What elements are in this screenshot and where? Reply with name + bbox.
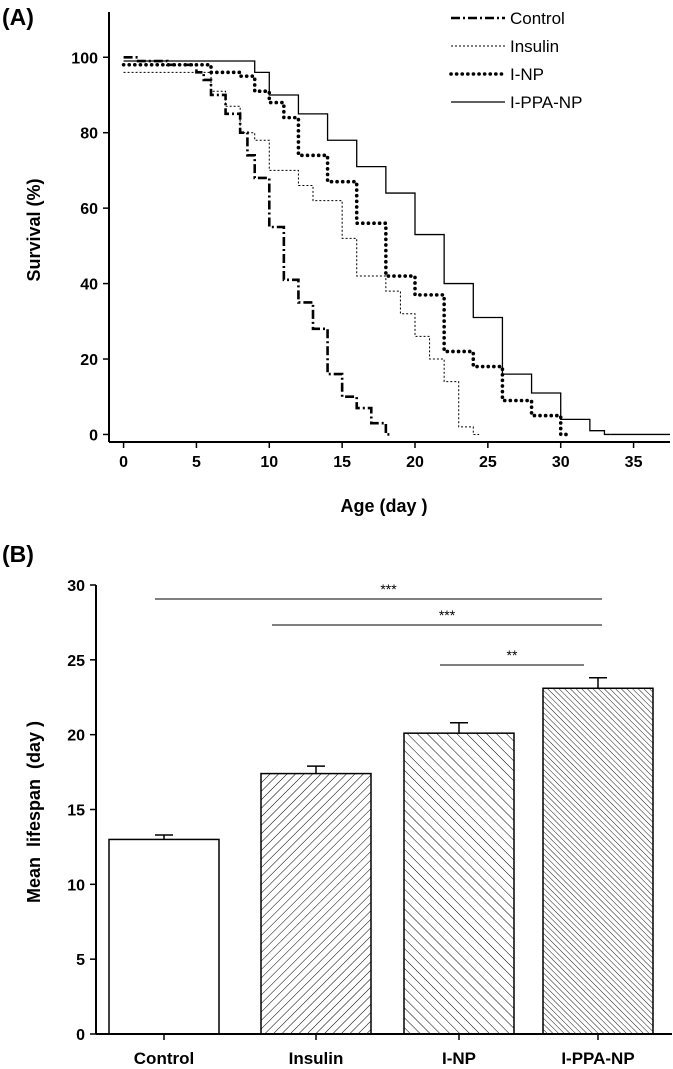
significance-brackets: ******** (155, 581, 602, 666)
bar-i-ppa-np (542, 687, 654, 1035)
x-tick-label: 20 (406, 454, 424, 471)
y-tick-label: 25 (67, 653, 85, 670)
y-tick-label: 60 (80, 201, 98, 218)
survival-y-axis-title: Survival (%) (24, 178, 44, 281)
legend-label: Insulin (510, 37, 559, 56)
y-tick-label: 0 (89, 427, 98, 444)
x-tick-label: 15 (333, 454, 351, 471)
survival-x-ticks: 0 5 10 15 20 25 30 35 (119, 442, 643, 471)
bar-i-np (403, 732, 515, 1035)
series-i-ppa-np (123, 60, 611, 436)
x-tick-label: 25 (479, 454, 497, 471)
survival-legend: Control Insulin I-NP I-PPA-NP (449, 9, 582, 112)
x-tick-label: 35 (625, 454, 643, 471)
lifespan-bars (108, 677, 654, 1035)
panel-b-label: (B) (2, 541, 34, 567)
y-tick-label: 30 (67, 578, 85, 595)
series-i-np (121, 63, 569, 437)
survival-x-axis-title: Age (day ) (340, 496, 427, 516)
legend-label: I-NP (510, 65, 544, 84)
survival-chart: (A) 0 20 40 60 80 100 0 5 10 15 20 25 30 35 Survival… (2, 4, 670, 516)
category-label: I-PPA-NP (561, 1049, 634, 1068)
category-label: Control (134, 1049, 194, 1068)
significance-label: ** (507, 647, 518, 663)
x-tick-label: 30 (552, 454, 570, 471)
bar-insulin (260, 772, 372, 1035)
y-tick-label: 20 (80, 352, 98, 369)
y-tick-label: 40 (80, 277, 98, 294)
y-tick-label: 100 (71, 50, 98, 67)
x-tick-label: 5 (192, 454, 201, 471)
series-insulin (123, 71, 480, 435)
y-tick-label: 15 (67, 803, 85, 820)
significance-label: *** (380, 581, 397, 597)
panel-a-label: (A) (2, 4, 34, 30)
x-tick-label: 0 (119, 454, 128, 471)
lifespan-y-ticks: 0 5 10 15 20 25 30 (67, 578, 96, 1044)
category-label: Insulin (289, 1049, 344, 1068)
survival-y-ticks: 0 20 40 60 80 100 (71, 50, 109, 444)
y-tick-label: 80 (80, 126, 98, 143)
bar-control (108, 838, 220, 1035)
significance-label: *** (439, 607, 456, 623)
y-tick-label: 5 (76, 952, 85, 969)
y-tick-label: 0 (76, 1027, 85, 1044)
legend-label: I-PPA-NP (510, 93, 582, 112)
lifespan-x-ticks: Control Insulin I-NP I-PPA-NP (134, 1034, 635, 1068)
series-control (123, 55, 392, 436)
y-tick-label: 20 (67, 728, 85, 745)
category-label: I-NP (442, 1049, 476, 1068)
survival-series (121, 55, 670, 437)
x-tick-label: 10 (260, 454, 278, 471)
y-tick-label: 10 (67, 877, 85, 894)
lifespan-y-axis-title: Mean lifespan (day ) (24, 721, 44, 903)
legend-label: Control (510, 9, 565, 28)
